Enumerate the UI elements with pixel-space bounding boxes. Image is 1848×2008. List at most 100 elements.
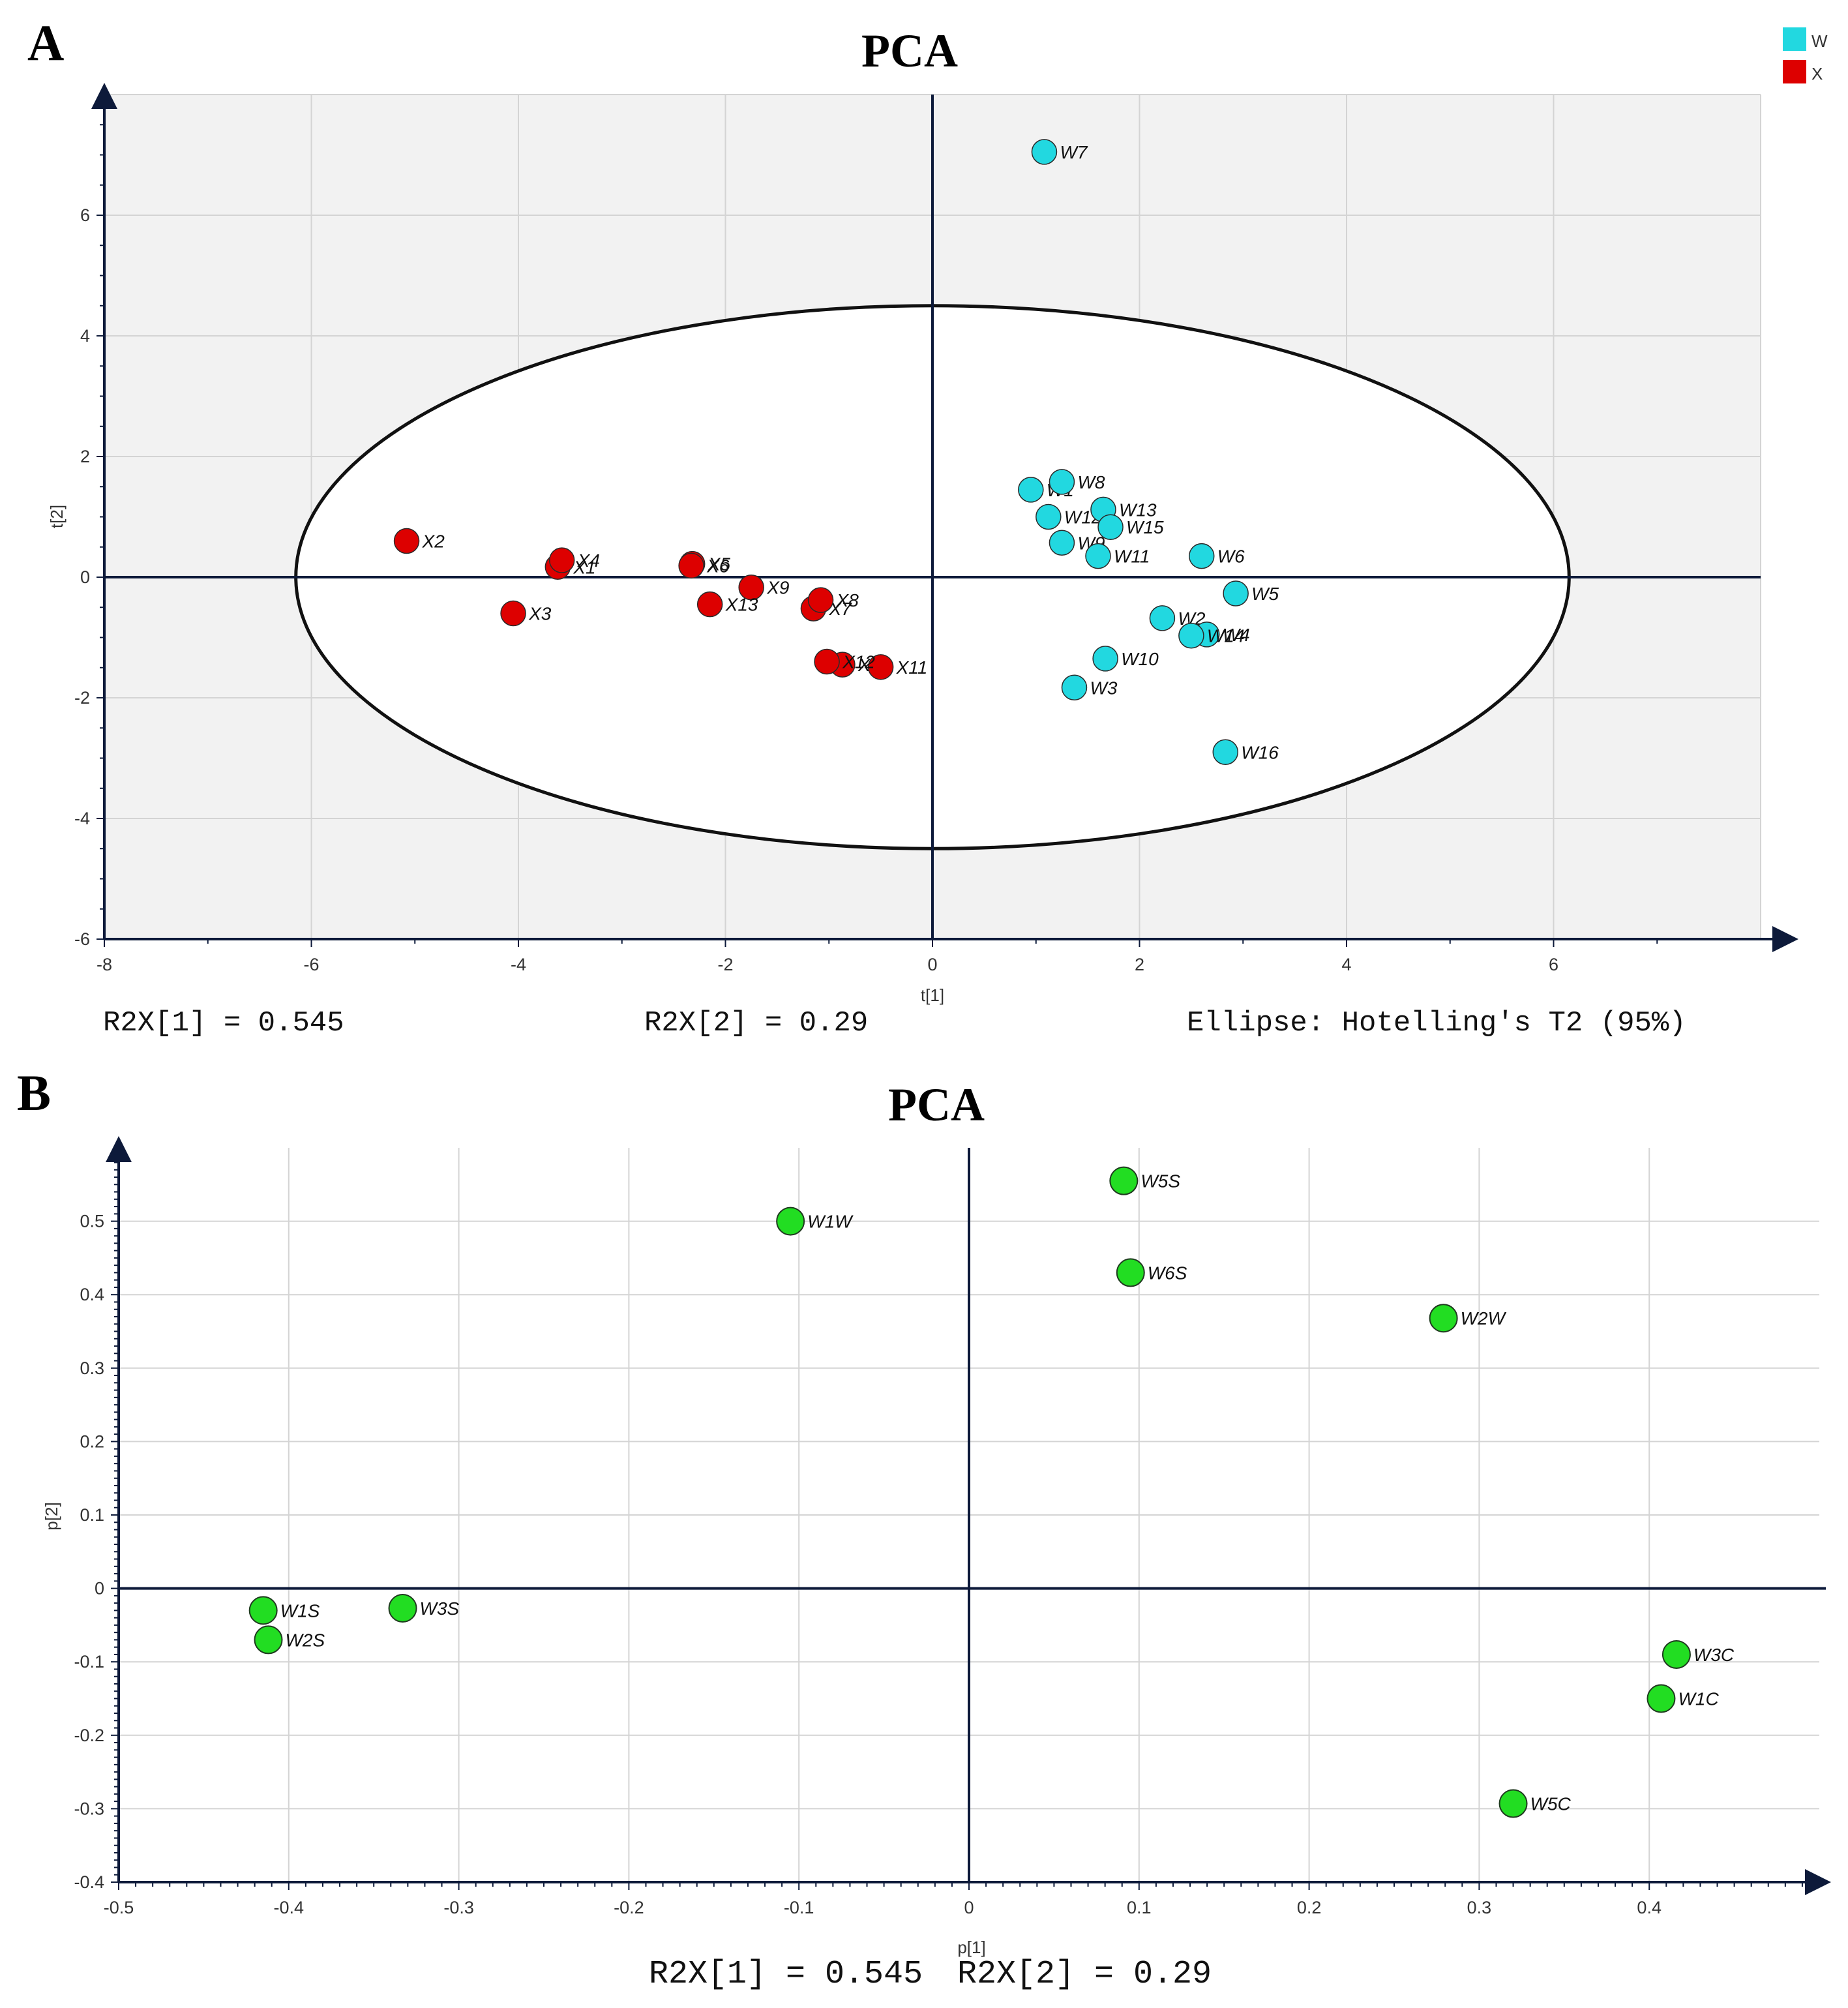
point-label-w1w: W1W bbox=[807, 1212, 854, 1232]
y-tick-label-b: 0.1 bbox=[80, 1505, 104, 1525]
point-label-w3: W3 bbox=[1090, 678, 1117, 698]
point-label-w1c: W1C bbox=[1678, 1689, 1719, 1709]
point-w15 bbox=[1097, 514, 1124, 540]
points-b: W1S W2S W3S W1W W5S W6S W2W W3C W1C W5C bbox=[248, 1166, 1735, 1818]
legend-swatch-x bbox=[1783, 60, 1806, 83]
point-w16 bbox=[1212, 739, 1239, 765]
point-x9 bbox=[738, 574, 764, 601]
footer-r2x1-a: R2X[1] = 0.545 bbox=[103, 1007, 344, 1040]
point-label-w4: W4 bbox=[1223, 625, 1250, 645]
point-label-w2s: W2S bbox=[286, 1630, 325, 1650]
x-tick-label-b: 0.1 bbox=[1127, 1898, 1152, 1917]
footer-r2x2-a: R2X[2] = 0.29 bbox=[644, 1007, 868, 1040]
panel-letter-a: A bbox=[27, 14, 64, 71]
point-label-x13: X13 bbox=[725, 595, 758, 615]
y-tick-label-a: 0 bbox=[80, 567, 90, 587]
footer-ellipse-a: Ellipse: Hotelling's T2 (95%) bbox=[1187, 1007, 1686, 1040]
point-w9 bbox=[1049, 530, 1075, 556]
point-label-w5s: W5S bbox=[1140, 1171, 1180, 1191]
point-w14 bbox=[1178, 622, 1204, 649]
point-w3c bbox=[1662, 1640, 1691, 1669]
point-label-w5: W5 bbox=[1251, 584, 1279, 604]
point-x6 bbox=[678, 552, 704, 579]
points-a: W1W2W3W4W5W6W7W8W9W10W11W12W13W14W15W16X… bbox=[393, 139, 1279, 765]
x-tick-label-a: 0 bbox=[927, 955, 937, 974]
footer-r2x2-b: R2X[2] = 0.29 bbox=[957, 1956, 1212, 1993]
y-tick-label-a: 6 bbox=[80, 205, 90, 225]
x-tick-label-a: 2 bbox=[1135, 955, 1144, 974]
legend-a: W X bbox=[1783, 27, 1828, 83]
panel-b: B PCA -0.5 -0.4 -0.3 -0.2 -0.1 0 0.1 0.2 0.3 0.4-… bbox=[17, 1064, 1831, 1993]
point-w1c bbox=[1647, 1684, 1676, 1713]
point-label-w5c: W5C bbox=[1530, 1794, 1572, 1814]
x-tick-label-b: 0 bbox=[964, 1898, 974, 1917]
point-x2 bbox=[393, 528, 420, 554]
chart-title-a: PCA bbox=[861, 25, 958, 77]
point-x8 bbox=[807, 587, 834, 613]
point-label-w3s: W3S bbox=[420, 1598, 460, 1619]
x-tick-label-a: 6 bbox=[1549, 955, 1558, 974]
x-tick-label-b: -0.1 bbox=[784, 1898, 814, 1917]
point-w5c bbox=[1498, 1789, 1528, 1818]
point-w12 bbox=[1036, 503, 1062, 530]
point-label-w16: W16 bbox=[1241, 742, 1279, 762]
point-label-w10: W10 bbox=[1121, 649, 1159, 669]
point-label-x1: X1 bbox=[573, 557, 595, 577]
y-axis-label-b: p[2] bbox=[42, 1502, 61, 1530]
point-w3 bbox=[1061, 674, 1088, 701]
y-tick-label-b: -0.4 bbox=[74, 1872, 104, 1892]
point-label-w14: W14 bbox=[1207, 626, 1245, 646]
chart-title-b: PCA bbox=[888, 1079, 985, 1131]
axes-b bbox=[106, 1136, 1831, 1895]
y-tick-label-b: 0 bbox=[95, 1579, 104, 1598]
y-tick-label-b: 0.4 bbox=[80, 1285, 104, 1304]
point-w1 bbox=[1018, 477, 1044, 503]
y-tick-label-a: -2 bbox=[74, 688, 90, 708]
footer-r2x1-b: R2X[1] = 0.545 bbox=[649, 1956, 923, 1993]
point-w6 bbox=[1189, 543, 1215, 569]
legend-label-w: W bbox=[1811, 31, 1828, 51]
point-w1s bbox=[248, 1596, 278, 1625]
x-tick-label-a: -8 bbox=[97, 955, 112, 974]
y-tick-label-a: 4 bbox=[80, 326, 90, 346]
point-w6s bbox=[1116, 1258, 1145, 1287]
point-label-x11: X11 bbox=[896, 657, 928, 678]
point-x3 bbox=[500, 600, 526, 627]
point-w8 bbox=[1049, 469, 1075, 495]
point-label-x3: X3 bbox=[528, 604, 552, 624]
point-w3s bbox=[388, 1594, 417, 1623]
point-w2s bbox=[254, 1625, 283, 1655]
point-x4 bbox=[548, 547, 575, 573]
point-label-x5: X5 bbox=[708, 554, 731, 575]
point-label-w15: W15 bbox=[1126, 517, 1164, 537]
panel-letter-b: B bbox=[17, 1064, 51, 1121]
point-w11 bbox=[1085, 543, 1111, 569]
point-label-x8: X8 bbox=[836, 590, 859, 610]
point-label-w11: W11 bbox=[1114, 547, 1150, 567]
panel-a: A PCA -8 -6 -4 -2 0 2 4 6 -6 -4 -2 0 2 4 6 t[1] t[2] W… bbox=[27, 14, 1828, 1040]
point-x13 bbox=[696, 591, 723, 618]
ticks-b: -0.5 -0.4 -0.3 -0.2 -0.1 0 0.1 0.2 0.3 0.4-0.4-0.… bbox=[74, 1154, 1803, 1917]
point-w2w bbox=[1429, 1304, 1458, 1333]
x-tick-label-a: -2 bbox=[717, 955, 733, 974]
x-tick-label-b: -0.5 bbox=[104, 1898, 134, 1917]
y-tick-label-a: 2 bbox=[80, 447, 90, 466]
point-label-x12: X12 bbox=[842, 652, 875, 672]
point-w7 bbox=[1031, 139, 1058, 165]
point-w5s bbox=[1109, 1166, 1139, 1195]
y-tick-label-b: -0.3 bbox=[74, 1799, 104, 1818]
y-tick-label-b: 0.2 bbox=[80, 1431, 104, 1451]
x-tick-label-a: -4 bbox=[511, 955, 526, 974]
point-label-w7: W7 bbox=[1060, 142, 1088, 162]
point-label-w13: W13 bbox=[1119, 500, 1157, 520]
y-axis-label-a: t[2] bbox=[47, 505, 67, 528]
point-w10 bbox=[1092, 646, 1118, 672]
legend-swatch-w bbox=[1783, 27, 1806, 51]
point-label-w8: W8 bbox=[1077, 472, 1105, 492]
x-axis-label-a: t[1] bbox=[921, 985, 944, 1005]
point-label-x6: X6 bbox=[706, 556, 730, 576]
x-tick-label-a: 4 bbox=[1341, 955, 1351, 974]
y-tick-label-b: 0.3 bbox=[80, 1358, 104, 1378]
point-w2 bbox=[1149, 605, 1176, 631]
